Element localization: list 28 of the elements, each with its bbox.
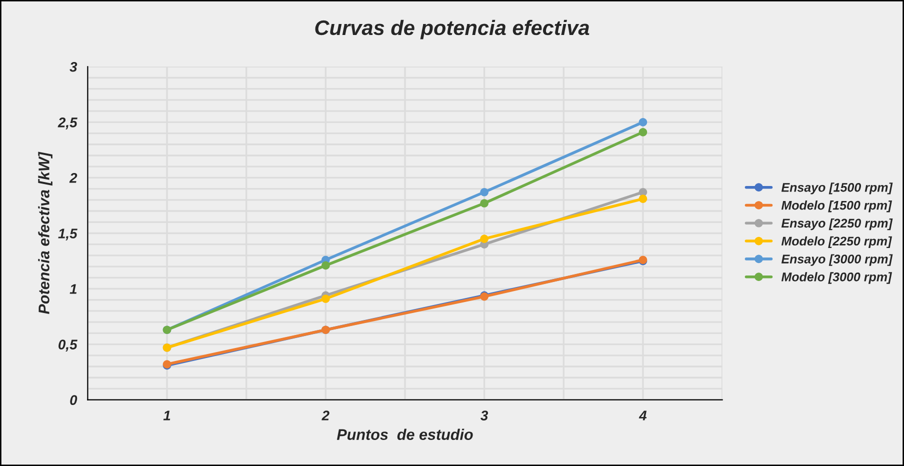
point	[638, 194, 648, 203]
legend-label: Ensayo [2250 rpm]	[781, 218, 893, 230]
y-tick-label: 2,5	[58, 118, 78, 130]
point	[638, 118, 648, 126]
legend-label: Ensayo [1500 rpm]	[781, 182, 893, 194]
legend-label: Modelo [1500 rpm]	[781, 200, 892, 212]
y-tick-label: 1,5	[58, 228, 78, 240]
legend-label: Modelo [2250 rpm]	[781, 236, 892, 248]
y-axis-title: Potencia efectiva [kW]	[38, 152, 52, 314]
x-axis-title: Puntos de estudio	[336, 428, 473, 440]
point	[322, 294, 330, 303]
x-tick-label: 4	[638, 410, 647, 420]
legend-label: Modelo [3000 rpm]	[781, 272, 892, 284]
y-tick-label: 2	[69, 173, 78, 183]
x-tick-label: 2	[322, 410, 330, 420]
point	[638, 128, 648, 136]
chart-title: Curvas de potencia efectiva	[315, 20, 590, 40]
legend-label: Ensayo [3000 rpm]	[781, 254, 893, 266]
y-tick-label: 0	[70, 395, 78, 405]
point	[480, 234, 488, 243]
y-tick-label: 1	[70, 284, 77, 294]
point	[322, 261, 330, 270]
point	[480, 188, 488, 196]
point	[480, 199, 488, 208]
y-tick-label: 0,5	[58, 340, 78, 352]
x-tick-label: 3	[480, 410, 488, 420]
y-tick-label: 3	[70, 62, 78, 72]
x-tick-label: 1	[163, 410, 170, 420]
